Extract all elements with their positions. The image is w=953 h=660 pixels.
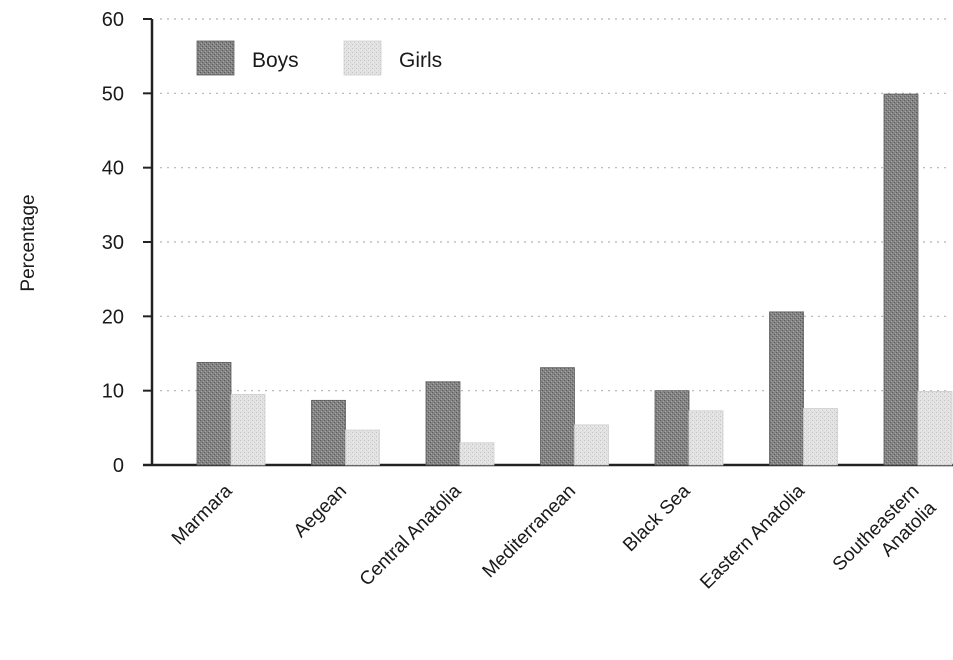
y-tick-label: 30: [102, 232, 124, 254]
girls-bar: [459, 442, 495, 466]
y-tick-label: 10: [102, 381, 124, 403]
legend-girls-label: Girls: [399, 49, 442, 72]
category-label: SoutheasternAnatolia: [829, 480, 941, 592]
category-label: Central Anatolia: [356, 480, 466, 590]
boys-bar: [311, 399, 346, 466]
girls-bar: [688, 410, 724, 466]
girls-bar: [917, 391, 953, 466]
legend-boys-label: Boys: [252, 49, 299, 72]
category-label: Aegean: [290, 481, 351, 542]
legend: Boys Girls: [196, 40, 442, 76]
girls-bar: [345, 429, 380, 466]
y-axis-title: Percentage: [18, 194, 39, 291]
boys-bar: [654, 390, 690, 466]
girls-bar: [574, 424, 609, 466]
y-tick-label: 0: [113, 455, 124, 477]
girls-bar: [230, 393, 266, 466]
labels: 0 10 20 30 40 50 60 Percentage Marmara Aegean Cent…: [18, 9, 941, 593]
gridlines: [160, 18, 950, 392]
category-label: Marmara: [168, 480, 237, 549]
y-tick-label: 50: [102, 83, 124, 105]
boys-bar: [425, 381, 461, 466]
legend-girls-swatch: [343, 40, 382, 76]
boys-bar: [883, 93, 919, 466]
bars: [196, 93, 953, 466]
y-tick-label: 20: [102, 306, 124, 328]
boys-bar: [196, 362, 232, 466]
legend-boys-swatch: [196, 40, 235, 76]
category-label: Eastern Anatolia: [696, 480, 809, 593]
boys-bar: [540, 367, 575, 466]
girls-bar: [803, 408, 838, 466]
category-label: Mediterranean: [479, 481, 580, 582]
y-tick-label: 60: [102, 9, 124, 31]
y-tick-label: 40: [102, 158, 124, 180]
category-label: Black Sea: [619, 480, 695, 556]
boys-bar: [769, 311, 804, 466]
